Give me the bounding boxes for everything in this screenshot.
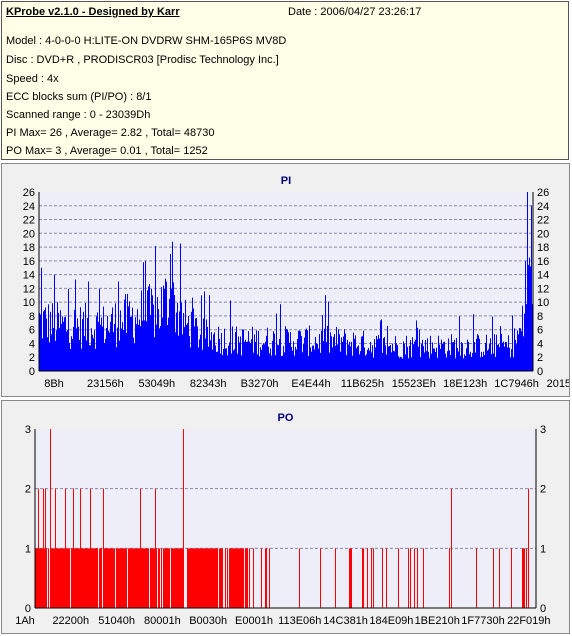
y-tick-label-right: 2: [537, 352, 543, 364]
y-tick-label-right: 1: [540, 543, 546, 555]
y-tick-label-right: 10: [537, 297, 549, 309]
y-tick-label-left: 18: [23, 242, 35, 254]
x-tick-label: 11B625h: [341, 378, 384, 390]
app-title: KProbe v2.1.0 - Designed by Karr: [6, 6, 180, 18]
y-tick-label-left: 16: [23, 256, 35, 268]
y-tick-label-left: 1: [25, 543, 31, 555]
info-panel: KProbe v2.1.0 - Designed by Karr Date : …: [1, 1, 569, 160]
po-peak-bars: [38, 429, 529, 608]
x-tick-label: 1BE210h: [415, 615, 460, 627]
info-disc: Disc : DVD+R , PRODISCR03 [Prodisc Techn…: [6, 54, 279, 66]
info-model: Model : 4-0-0-0 H:LITE-ON DVDRW SHM-165P…: [6, 35, 287, 47]
y-tick-label-right: 24: [537, 201, 549, 213]
y-tick-label-right: 6: [537, 325, 543, 337]
x-tick-label: 82343h: [190, 378, 227, 390]
x-tick-label: 14C381h: [323, 615, 368, 627]
y-tick-label-left: 8: [29, 311, 35, 323]
x-tick-label: B0030h: [189, 615, 227, 627]
x-tick-label: 113E06h: [278, 615, 321, 627]
x-tick-label: 15523Eh: [392, 378, 436, 390]
y-tick-label-left: 20: [23, 228, 35, 240]
x-tick-label: 53049h: [138, 378, 175, 390]
y-tick-label-right: 3: [540, 424, 546, 436]
info-ecc: ECC blocks sum (PI/PO) : 8/1: [6, 91, 152, 103]
y-tick-label-right: 0: [537, 366, 543, 378]
x-tick-label: 1Ah: [15, 615, 35, 627]
x-tick-label: 201536h: [547, 378, 569, 390]
info-po-stats: PO Max= 3 , Average= 0.01 , Total= 1252: [6, 145, 208, 157]
x-tick-label: B3270h: [241, 378, 279, 390]
y-tick-label-left: 4: [29, 338, 35, 350]
x-tick-label: 23156h: [87, 378, 124, 390]
y-tick-label-left: 2: [25, 484, 31, 496]
y-tick-label-left: 0: [29, 366, 35, 378]
po-chart-panel: PO 0 0 1 1 2 2 3 3 1Ah 22200h 51040h 80001h B0030h E00…: [1, 400, 570, 634]
x-tick-label: 18E123h: [443, 378, 487, 390]
y-tick-label-right: 0: [540, 603, 546, 615]
x-tick-label: 184E09h: [369, 615, 413, 627]
x-tick-label: 8Bh: [44, 378, 64, 390]
y-tick-label-right: 14: [537, 270, 549, 282]
y-tick-label-left: 14: [23, 270, 35, 282]
x-tick-label: E0001h: [235, 615, 273, 627]
y-tick-label-left: 26: [23, 187, 35, 199]
info-range: Scanned range : 0 - 23039Dh: [6, 109, 151, 121]
chart-title: PO: [278, 412, 294, 424]
y-tick-label-left: 6: [29, 325, 35, 337]
y-tick-label-right: 26: [537, 187, 549, 199]
x-tick-label: 22F019h: [507, 615, 550, 627]
info-pi-stats: PI Max= 26 , Average= 2.82 , Total= 4873…: [6, 127, 215, 139]
y-tick-label-left: 10: [23, 297, 35, 309]
y-tick-label-left: 22: [23, 215, 35, 227]
y-tick-label-right: 8: [537, 311, 543, 323]
y-tick-label-left: 12: [23, 283, 35, 295]
chart-title: PI: [281, 175, 291, 187]
y-tick-label-left: 0: [25, 603, 31, 615]
y-tick-label-right: 18: [537, 242, 549, 254]
scan-date: Date : 2006/04/27 23:26:17: [288, 6, 422, 18]
x-tick-label: 51040h: [98, 615, 135, 627]
pi-chart-panel: PI 0 0 2 2 4 4 6 6 8 8 10 10 12 12 14 14 16 16 18 18 20 20 22 22…: [1, 163, 572, 397]
x-tick-label: 80001h: [144, 615, 181, 627]
y-tick-label-right: 2: [540, 484, 546, 496]
x-tick-label: 1C7946h: [494, 378, 539, 390]
po-chart: PO 0 0 1 1 2 2 3 3 1Ah 22200h 51040h 80001h B0030h E00…: [15, 412, 550, 627]
x-tick-label: 22200h: [52, 615, 89, 627]
y-tick-label-left: 3: [25, 424, 31, 436]
x-tick-label: E4E44h: [291, 378, 330, 390]
info-speed: Speed : 4x: [6, 73, 59, 85]
y-tick-label-left: 24: [23, 201, 35, 213]
y-tick-label-left: 2: [29, 352, 35, 364]
y-tick-label-right: 20: [537, 228, 549, 240]
y-tick-label-right: 16: [537, 256, 549, 268]
y-tick-label-right: 4: [537, 338, 543, 350]
y-tick-label-right: 12: [537, 283, 549, 295]
x-tick-label: 1F7730h: [461, 615, 504, 627]
y-tick-label-right: 22: [537, 215, 549, 227]
